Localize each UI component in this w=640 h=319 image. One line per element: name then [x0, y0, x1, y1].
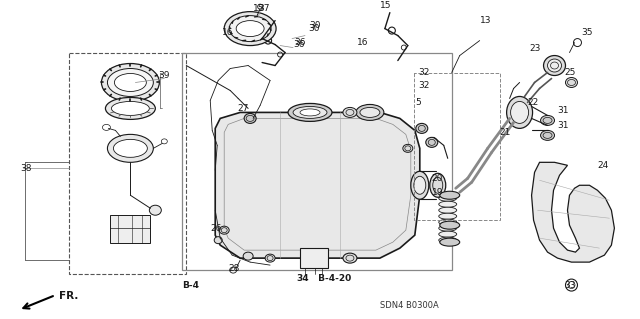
Text: 16: 16	[357, 38, 369, 47]
Ellipse shape	[439, 213, 457, 219]
Bar	[111, 215, 150, 243]
Ellipse shape	[106, 97, 156, 119]
Ellipse shape	[411, 171, 429, 199]
Text: 15: 15	[253, 4, 264, 13]
Ellipse shape	[229, 16, 271, 41]
Ellipse shape	[214, 237, 222, 244]
Ellipse shape	[113, 139, 147, 157]
Text: 27: 27	[237, 104, 248, 113]
Text: FR.: FR.	[58, 291, 78, 301]
Ellipse shape	[439, 195, 457, 201]
Polygon shape	[215, 112, 420, 258]
Ellipse shape	[430, 173, 445, 197]
Text: 13: 13	[479, 16, 491, 25]
Ellipse shape	[265, 254, 275, 262]
Text: 30: 30	[308, 24, 319, 33]
Ellipse shape	[566, 78, 577, 87]
Ellipse shape	[288, 103, 332, 122]
Text: 32: 32	[418, 81, 429, 90]
Text: 21: 21	[500, 128, 511, 137]
Text: 20: 20	[432, 174, 443, 183]
Ellipse shape	[439, 207, 457, 213]
Ellipse shape	[440, 191, 460, 199]
Ellipse shape	[439, 225, 457, 231]
Ellipse shape	[149, 205, 161, 215]
Ellipse shape	[414, 176, 426, 194]
Text: 31: 31	[557, 121, 569, 130]
Bar	[300, 248, 328, 268]
Ellipse shape	[115, 73, 147, 92]
Text: 31: 31	[557, 106, 569, 115]
Ellipse shape	[543, 56, 566, 76]
Text: 23: 23	[529, 44, 541, 53]
Text: SDN4 B0300A: SDN4 B0300A	[380, 300, 438, 309]
Ellipse shape	[108, 69, 154, 96]
Text: 24: 24	[597, 161, 609, 170]
Text: 39: 39	[158, 71, 170, 80]
Ellipse shape	[511, 101, 529, 123]
Ellipse shape	[356, 104, 384, 120]
Ellipse shape	[343, 253, 357, 263]
Ellipse shape	[440, 238, 460, 246]
Ellipse shape	[360, 108, 380, 117]
Text: B-4-20: B-4-20	[315, 274, 351, 283]
Ellipse shape	[111, 101, 149, 115]
Ellipse shape	[507, 96, 532, 128]
Text: 30: 30	[309, 21, 321, 30]
Bar	[68, 53, 186, 274]
Text: 5: 5	[415, 98, 420, 107]
Ellipse shape	[439, 231, 457, 237]
Text: 35: 35	[582, 28, 593, 37]
Text: 34: 34	[296, 274, 308, 283]
Ellipse shape	[403, 145, 413, 152]
Ellipse shape	[236, 21, 264, 37]
Ellipse shape	[343, 108, 357, 117]
Text: 22: 22	[527, 98, 539, 107]
Ellipse shape	[426, 137, 438, 147]
Text: 36: 36	[293, 40, 305, 49]
Text: 38: 38	[20, 164, 32, 173]
Ellipse shape	[224, 11, 276, 46]
Text: 32: 32	[418, 68, 429, 77]
Ellipse shape	[102, 63, 159, 101]
Polygon shape	[532, 162, 614, 262]
Ellipse shape	[108, 134, 154, 162]
Ellipse shape	[439, 237, 457, 243]
Ellipse shape	[541, 115, 554, 125]
Ellipse shape	[243, 252, 253, 260]
Text: 25: 25	[564, 68, 576, 77]
Text: B-4: B-4	[182, 281, 199, 290]
Ellipse shape	[439, 219, 457, 225]
Ellipse shape	[300, 109, 320, 116]
Text: 37: 37	[258, 4, 269, 13]
Text: 33: 33	[564, 281, 576, 290]
Text: 15: 15	[380, 1, 392, 10]
Text: 28: 28	[228, 263, 239, 273]
Text: 36: 36	[294, 38, 305, 47]
Ellipse shape	[548, 59, 561, 72]
Text: 16: 16	[222, 28, 234, 37]
Text: 19: 19	[432, 188, 444, 197]
Ellipse shape	[541, 130, 554, 140]
Ellipse shape	[244, 114, 256, 123]
Ellipse shape	[220, 226, 229, 234]
Ellipse shape	[439, 201, 457, 207]
Text: 26: 26	[210, 224, 221, 233]
Ellipse shape	[416, 123, 428, 133]
Ellipse shape	[440, 221, 460, 229]
Ellipse shape	[293, 107, 327, 118]
